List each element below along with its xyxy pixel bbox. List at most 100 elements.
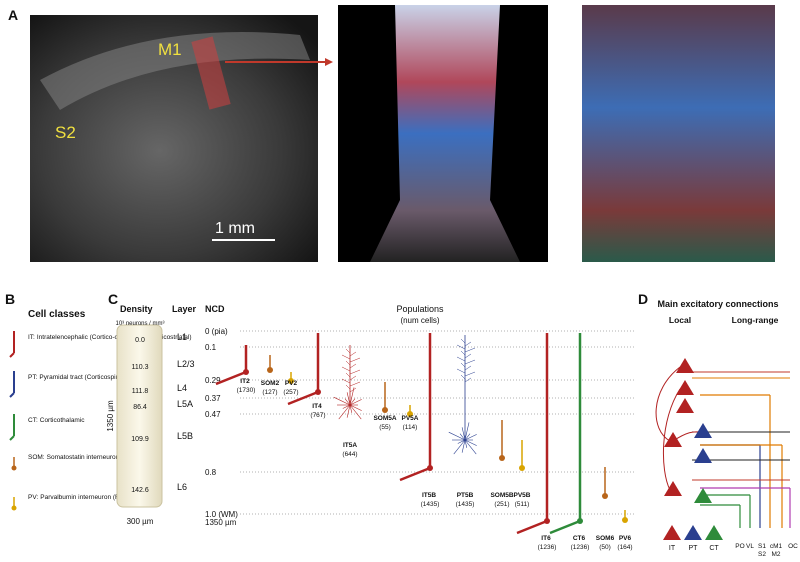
- region: PO: [735, 543, 744, 550]
- pop-count: (1236): [538, 544, 557, 551]
- axon: [549, 519, 581, 535]
- neuron-branch: [461, 439, 466, 453]
- width-label: 300 µm: [127, 517, 154, 526]
- layer: L4: [177, 383, 187, 393]
- header: Populations: [396, 304, 444, 314]
- layer: L5B: [177, 431, 193, 441]
- neuron-branch: [333, 396, 351, 406]
- s2-label: S2: [55, 123, 76, 142]
- panel-label: C: [108, 291, 118, 307]
- layer: L1: [177, 332, 187, 342]
- unit: 10³ neurons / mm³: [115, 321, 164, 327]
- class-desc: Parvalbumin interneuron (FS): [40, 494, 125, 501]
- column-tube: [116, 324, 163, 508]
- triangle: [664, 481, 682, 496]
- pop-name: PV6: [619, 535, 632, 542]
- class-desc: Intratelencephalic (Cortico-cortical and…: [37, 334, 192, 341]
- neuron-branch: [464, 353, 472, 359]
- d-title: Main excitatory connections: [657, 299, 778, 309]
- neuron-branch: [461, 427, 466, 441]
- neuron-branch: [349, 381, 361, 387]
- soma: [622, 517, 628, 523]
- pop-count: (55): [379, 424, 391, 431]
- neuron-branch: [341, 366, 351, 372]
- density: 0.0: [135, 337, 145, 344]
- neuron-branch: [342, 404, 351, 409]
- triangle: [694, 488, 712, 503]
- neuron-branch: [345, 372, 351, 378]
- neuron-branch: [346, 392, 351, 406]
- soma: [519, 465, 525, 471]
- triangle: [664, 432, 682, 447]
- neuron-branch: [345, 384, 351, 390]
- class-desc: Pyramidal tract (Corticospinal): [39, 374, 126, 381]
- class-desc: Corticothalamic: [40, 417, 86, 424]
- column-photo: [370, 5, 520, 262]
- axon: [399, 466, 431, 482]
- pop-name: IT5B: [422, 492, 436, 499]
- icon: [9, 392, 15, 398]
- neuron-branch: [456, 368, 466, 374]
- neuron-branch: [460, 338, 466, 344]
- axon: [516, 519, 548, 535]
- neuron-branch: [460, 362, 466, 368]
- pop-name: SOM5B: [490, 492, 513, 499]
- triangle: [694, 423, 712, 438]
- soma: [315, 389, 321, 395]
- neuron-branch: [460, 374, 466, 380]
- pop-name: SOM5A: [373, 415, 396, 422]
- region: S1: [758, 543, 766, 550]
- ncd: 0 (pia): [205, 327, 228, 336]
- cortex-band: [40, 32, 310, 110]
- pop-count: (1435): [456, 501, 475, 508]
- neuron-branch: [349, 351, 357, 357]
- region: VL: [746, 543, 754, 550]
- region: OC: [788, 543, 798, 550]
- neuron-branch: [457, 439, 466, 444]
- neuron-branch: [456, 344, 466, 350]
- neuron-branch: [349, 387, 357, 393]
- ncd: 0.47: [205, 410, 221, 419]
- neuron-branch: [346, 404, 351, 418]
- density: 110.3: [132, 364, 149, 371]
- d-long: Long-range: [732, 315, 779, 325]
- soma: [544, 518, 550, 524]
- panel-label: B: [5, 291, 15, 307]
- panel-label: D: [638, 291, 648, 307]
- legend-label: CT: [709, 545, 719, 552]
- header: (num cells): [400, 316, 439, 325]
- neuron-branch: [464, 434, 477, 441]
- class-code: PT:: [28, 374, 38, 381]
- soma: [499, 455, 505, 461]
- pop-name: IT4: [312, 403, 322, 410]
- local-loop: [655, 366, 701, 491]
- class-code: PV:: [28, 494, 38, 501]
- neuron-branch: [349, 404, 362, 420]
- pop-name: PV2: [285, 380, 298, 387]
- neuron-branch: [349, 375, 357, 381]
- legend-label: IT: [669, 545, 676, 552]
- neuron-branch: [460, 350, 466, 356]
- region: M2: [771, 551, 780, 557]
- soma: [382, 407, 388, 413]
- pop-name: CT6: [573, 535, 586, 542]
- d-local: Local: [669, 315, 691, 325]
- scale-label: 1 mm: [215, 220, 255, 237]
- pop-name: IT2: [240, 378, 250, 385]
- soma: [407, 411, 413, 417]
- b-title: Cell classes: [28, 309, 86, 320]
- triangle: [676, 398, 694, 413]
- m1-highlight: [191, 36, 231, 110]
- soma: [288, 378, 294, 384]
- neuron-branch: [464, 341, 472, 347]
- neuron-branch: [349, 363, 357, 369]
- pop-count: (127): [262, 389, 277, 396]
- layer: L6: [177, 482, 187, 492]
- neuron-branch: [349, 398, 356, 406]
- pop-name: IT6: [541, 535, 551, 542]
- pop-count: (511): [515, 501, 530, 508]
- neuron-branch: [349, 399, 362, 406]
- neuron-branch: [448, 431, 466, 441]
- pop-name: SOM6: [596, 535, 615, 542]
